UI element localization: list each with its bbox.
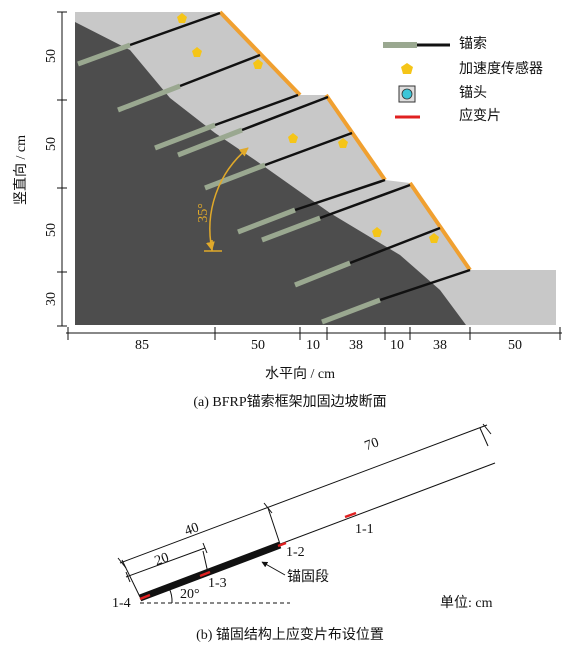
y-dim: 50 (44, 223, 59, 237)
angle-label: 35° (196, 203, 211, 223)
angle-arc-b (169, 588, 172, 603)
caption: (b) 锚固结构上应变片布设位置 (196, 626, 384, 643)
x-dim: 50 (508, 338, 522, 353)
y-axis-label: 竖直向 / cm (12, 135, 29, 205)
y-dim: 50 (44, 49, 59, 63)
legend-label: 应变片 (459, 107, 501, 124)
x-dim: 38 (349, 338, 363, 353)
x-dim: 85 (135, 338, 149, 353)
legend-cable-bond (383, 42, 417, 48)
x-dim: 10 (306, 338, 320, 353)
angle-label-b: 20° (180, 587, 200, 602)
legend-sensor (401, 63, 413, 74)
figure: 35° 锚索 加速度传感器 锚头 应变片 50 50 50 30 竖直向 / c… (0, 0, 579, 652)
gauge-label: 1-2 (286, 545, 305, 560)
unit-label: 单位: cm (440, 595, 493, 611)
x-dim: 50 (251, 338, 265, 353)
legend: 锚索 加速度传感器 锚头 应变片 (383, 35, 543, 124)
slope-section: 35° (75, 12, 556, 325)
x-dim: 38 (433, 338, 447, 353)
gauge-label: 1-1 (355, 522, 374, 537)
dim-label: 40 (183, 520, 201, 539)
legend-label: 加速度传感器 (459, 60, 543, 77)
dim-label: 70 (363, 435, 381, 454)
legend-head-dot (402, 89, 412, 99)
leader (262, 562, 285, 575)
caption: (a) BFRP锚索框架加固边坡断面 (193, 393, 386, 410)
anchor-label: 锚固段 (287, 569, 329, 585)
x-axis-label: 水平向 / cm (265, 366, 335, 382)
x-dim: 10 (390, 338, 404, 353)
gauge-label: 1-4 (112, 596, 131, 611)
y-dim: 30 (44, 292, 59, 306)
legend-label: 锚头 (459, 85, 487, 101)
legend-label: 锚索 (459, 35, 487, 52)
gauge-label: 1-3 (208, 576, 227, 591)
y-dim: 50 (44, 137, 59, 151)
